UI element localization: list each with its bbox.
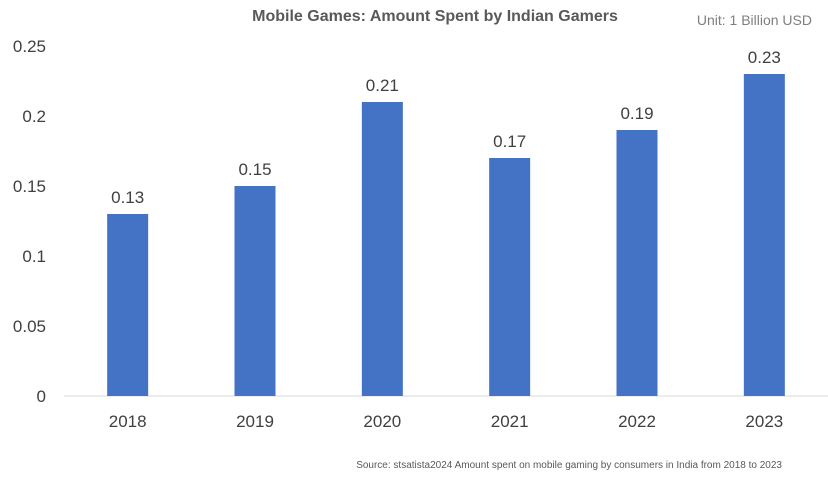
unit-label: Unit: 1 Billion USD — [696, 12, 812, 28]
data-label: 0.23 — [748, 48, 781, 67]
source-note: Source: stsatista2024 Amount spent on mo… — [356, 460, 782, 471]
y-tick-label: 0 — [37, 387, 46, 406]
y-tick-label: 0.2 — [22, 107, 46, 126]
bar — [616, 130, 658, 396]
y-tick-label: 0.1 — [22, 247, 46, 266]
x-tick-label: 2018 — [109, 412, 147, 431]
bar — [234, 186, 276, 396]
x-tick-label: 2019 — [236, 412, 274, 431]
data-label: 0.17 — [493, 132, 526, 151]
chart-title: Mobile Games: Amount Spent by Indian Gam… — [252, 8, 618, 25]
x-tick-label: 2023 — [745, 412, 783, 431]
y-tick-label: 0.15 — [13, 177, 46, 196]
x-tick-label: 2020 — [363, 412, 401, 431]
data-label: 0.19 — [620, 104, 653, 123]
data-label: 0.21 — [366, 76, 399, 95]
bar — [743, 74, 785, 396]
x-tick-label: 2021 — [491, 412, 529, 431]
bar — [361, 102, 403, 396]
y-tick-label: 0.25 — [13, 37, 46, 56]
y-tick-label: 0.05 — [13, 317, 46, 336]
bar — [489, 158, 531, 396]
x-tick-label: 2022 — [618, 412, 656, 431]
data-label: 0.15 — [238, 160, 271, 179]
data-label: 0.13 — [111, 188, 144, 207]
bar — [107, 214, 149, 396]
